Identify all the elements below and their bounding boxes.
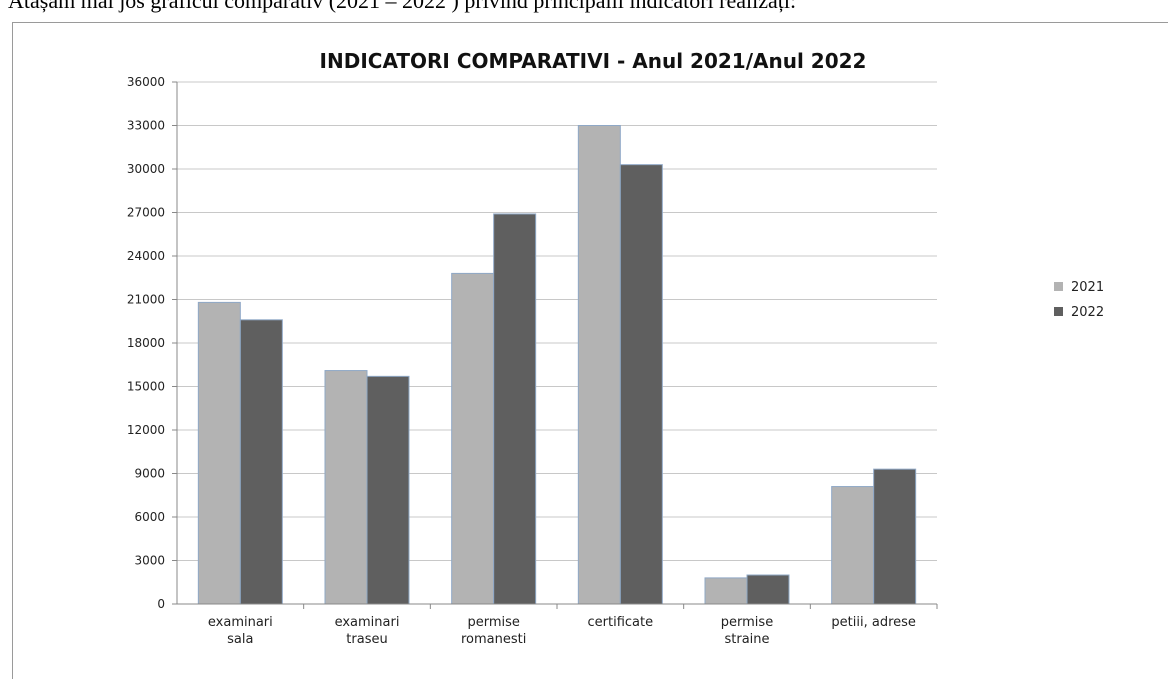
bar-2022 (239, 319, 283, 605)
y-tick-label: 30000 (127, 162, 165, 176)
legend-swatch-2022 (1054, 307, 1063, 316)
x-category-label: examinari traseu (335, 615, 400, 647)
bar-2021 (831, 486, 875, 605)
bar-2022 (746, 574, 790, 605)
y-tick-label: 33000 (127, 119, 165, 133)
document-intro-text: Atașăm mai jos graficul comparativ (2021… (8, 0, 797, 13)
y-tick-label: 3000 (134, 554, 165, 568)
legend-label-2021: 2021 (1071, 280, 1104, 295)
chart-frame: INDICATORI COMPARATIVI - Anul 2021/Anul … (12, 22, 1168, 679)
x-category-labels: examinari sala examinari traseu permise roman… (208, 615, 916, 647)
y-tick-label: 12000 (127, 423, 165, 437)
x-category-label: examinari sala (208, 615, 273, 647)
x-category-label: permise romanesti (461, 615, 526, 647)
bar-2022 (619, 164, 663, 605)
bar-2021 (704, 577, 748, 605)
x-category-label-line: petiii, adrese (831, 615, 916, 630)
bar-2021 (577, 125, 621, 605)
x-category-label-line: certificate (588, 615, 654, 630)
y-tick-label: 0 (157, 597, 165, 611)
x-category-label: certificate (588, 615, 654, 630)
y-tick-label: 9000 (134, 467, 165, 481)
legend-swatch-2021 (1054, 282, 1063, 291)
x-category-label-line: examinari (335, 615, 400, 630)
bar-2021 (324, 370, 368, 605)
y-tick-label: 24000 (127, 249, 165, 263)
y-tick-label: 27000 (127, 206, 165, 220)
y-tick-labels: 0 3000 6000 9000 12000 15000 18000 21000 24000 27… (127, 75, 165, 611)
y-tick-label: 6000 (134, 510, 165, 524)
axes (172, 81, 938, 609)
bar-2021 (451, 272, 495, 605)
y-tick-label: 36000 (127, 75, 165, 89)
x-category-label-line: traseu (346, 632, 387, 647)
bar-2021 (197, 301, 241, 605)
bar-chart: INDICATORI COMPARATIVI - Anul 2021/Anul … (127, 49, 1104, 647)
gridlines (177, 81, 937, 561)
y-tick-label: 15000 (127, 380, 165, 394)
bar-2022 (873, 468, 917, 605)
x-category-label: permise straine (721, 615, 773, 647)
x-category-label-line: permise (467, 615, 519, 630)
x-category-label-line: permise (721, 615, 773, 630)
chart-title: INDICATORI COMPARATIVI - Anul 2021/Anul … (320, 49, 867, 73)
x-category-label-line: romanesti (461, 632, 526, 647)
bar-2022 (493, 213, 537, 605)
x-category-label-line: sala (227, 632, 253, 647)
legend-label-2022: 2022 (1071, 305, 1104, 320)
y-tick-label: 18000 (127, 336, 165, 350)
x-category-label-line: examinari (208, 615, 273, 630)
bars (197, 125, 917, 605)
x-category-label: petiii, adrese (831, 615, 916, 630)
bar-2022 (366, 375, 410, 605)
x-category-label-line: straine (724, 632, 769, 647)
y-tick-label: 21000 (127, 293, 165, 307)
legend: 2021 2022 (1054, 280, 1104, 320)
